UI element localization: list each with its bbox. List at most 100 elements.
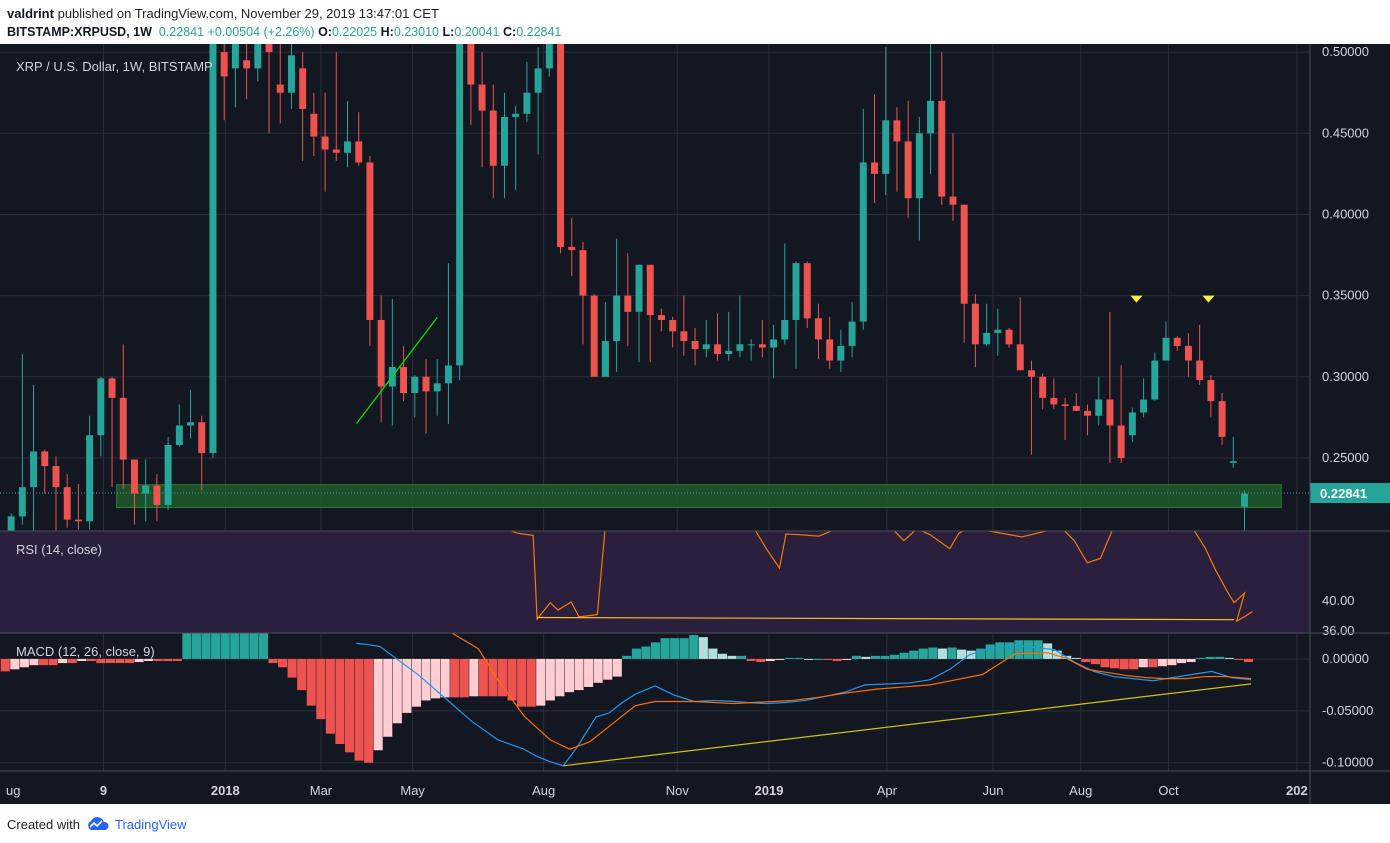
candle-body[interactable] [198, 422, 206, 454]
tradingview-link[interactable]: TradingView [84, 816, 187, 832]
candle-body[interactable] [792, 263, 800, 320]
candle-body[interactable] [1039, 376, 1047, 398]
author-name[interactable]: valdrint [7, 6, 54, 21]
macd-divergence-line[interactable] [563, 683, 1252, 767]
candle-body[interactable] [770, 339, 778, 348]
macd-line[interactable] [356, 642, 1252, 767]
candle-body[interactable] [837, 345, 845, 361]
candle-body[interactable] [276, 84, 284, 93]
candle-body[interactable] [187, 422, 195, 426]
candle-body[interactable] [680, 331, 688, 342]
candle-body[interactable] [781, 319, 789, 340]
candle-body[interactable] [243, 60, 251, 69]
candle-body[interactable] [657, 315, 665, 320]
candle-body[interactable] [882, 120, 890, 174]
candle-body[interactable] [1207, 380, 1215, 402]
candle-body[interactable] [41, 451, 49, 467]
candle-body[interactable] [1095, 399, 1103, 416]
candle-body[interactable] [501, 117, 508, 166]
candle-body[interactable] [489, 110, 497, 166]
candle-body[interactable] [1072, 406, 1080, 411]
candle-body[interactable] [1084, 410, 1092, 416]
candle-body[interactable] [231, 44, 239, 69]
candle-body[interactable] [411, 376, 419, 394]
candle-body[interactable] [871, 162, 878, 174]
candle-body[interactable] [456, 44, 464, 366]
support-zone[interactable] [116, 484, 1282, 508]
candle-body[interactable] [747, 344, 755, 346]
candle-body[interactable] [927, 100, 935, 134]
candle-body[interactable] [814, 318, 822, 340]
candle-body[interactable] [1151, 360, 1159, 400]
candle-body[interactable] [1196, 360, 1204, 381]
candle-body[interactable] [1027, 370, 1035, 377]
candle-body[interactable] [1218, 401, 1226, 437]
candle-body[interactable] [714, 344, 721, 355]
candle-body[interactable] [220, 52, 228, 77]
candle-body[interactable] [254, 44, 262, 69]
candle-body[interactable] [1106, 399, 1114, 426]
candle-body[interactable] [646, 264, 654, 316]
candle-body[interactable] [994, 329, 1002, 333]
candle-body[interactable] [702, 344, 710, 350]
candle-body[interactable] [478, 84, 486, 111]
candle-body[interactable] [545, 44, 553, 69]
candle-body[interactable] [960, 204, 968, 304]
candle-body[interactable] [310, 113, 318, 137]
candle-body[interactable] [635, 264, 643, 312]
candle-body[interactable] [130, 459, 138, 494]
candle-body[interactable] [1241, 493, 1248, 507]
candle-body[interactable] [512, 113, 520, 118]
candle-body[interactable] [321, 136, 329, 150]
ascending-trendline[interactable] [356, 316, 438, 424]
candle-body[interactable] [893, 120, 901, 142]
chart-canvas[interactable]: 0.50000 0.45000 0.40000 0.35000 0.30000 0.250… [0, 44, 1390, 804]
candle-body[interactable] [669, 319, 677, 332]
candle-body[interactable] [7, 516, 15, 531]
candle-body[interactable] [444, 365, 452, 384]
candle-body[interactable] [30, 451, 38, 488]
candle-body[interactable] [366, 162, 374, 320]
candle-body[interactable] [904, 141, 912, 199]
candle-body[interactable] [265, 44, 273, 53]
candle-body[interactable] [534, 68, 542, 93]
candle-body[interactable] [52, 466, 60, 488]
candle-body[interactable] [1162, 337, 1170, 361]
candle-body[interactable] [949, 196, 957, 205]
candle-body[interactable] [86, 435, 94, 522]
candle-body[interactable] [803, 263, 811, 319]
candle-body[interactable] [1061, 404, 1069, 407]
candle-body[interactable] [915, 133, 923, 199]
candle-body[interactable] [97, 378, 105, 436]
candle-body[interactable] [601, 341, 609, 377]
candle-body[interactable] [287, 55, 295, 93]
candle-body[interactable] [1184, 345, 1192, 361]
candle-body[interactable] [1016, 344, 1024, 371]
candle-body[interactable] [758, 344, 766, 348]
candle-body[interactable] [983, 332, 991, 345]
candle-body[interactable] [848, 321, 856, 346]
candle-body[interactable] [826, 339, 834, 361]
rsi-divergence-line[interactable] [537, 616, 1235, 621]
candle-body[interactable] [736, 344, 744, 351]
candle-body[interactable] [579, 250, 587, 296]
candle-body[interactable] [119, 397, 127, 460]
candle-body[interactable] [467, 44, 475, 85]
candle-body[interactable] [557, 44, 565, 247]
macd-pane[interactable] [0, 633, 1253, 767]
candle-body[interactable] [691, 341, 699, 350]
candle-body[interactable] [209, 44, 217, 454]
candle-body[interactable] [1173, 337, 1181, 346]
rsi-line[interactable] [472, 513, 1253, 623]
candle-body[interactable] [624, 295, 632, 312]
candle-body[interactable] [18, 487, 26, 517]
candle-body[interactable] [400, 367, 408, 394]
candle-body[interactable] [1117, 425, 1125, 458]
candle-body[interactable] [1128, 412, 1136, 436]
candle-body[interactable] [971, 303, 979, 345]
candle-body[interactable] [568, 246, 576, 251]
candle-body[interactable] [1229, 461, 1237, 463]
candle-body[interactable] [1050, 397, 1058, 405]
candle-body[interactable] [153, 485, 161, 506]
candle-body[interactable] [332, 149, 340, 153]
